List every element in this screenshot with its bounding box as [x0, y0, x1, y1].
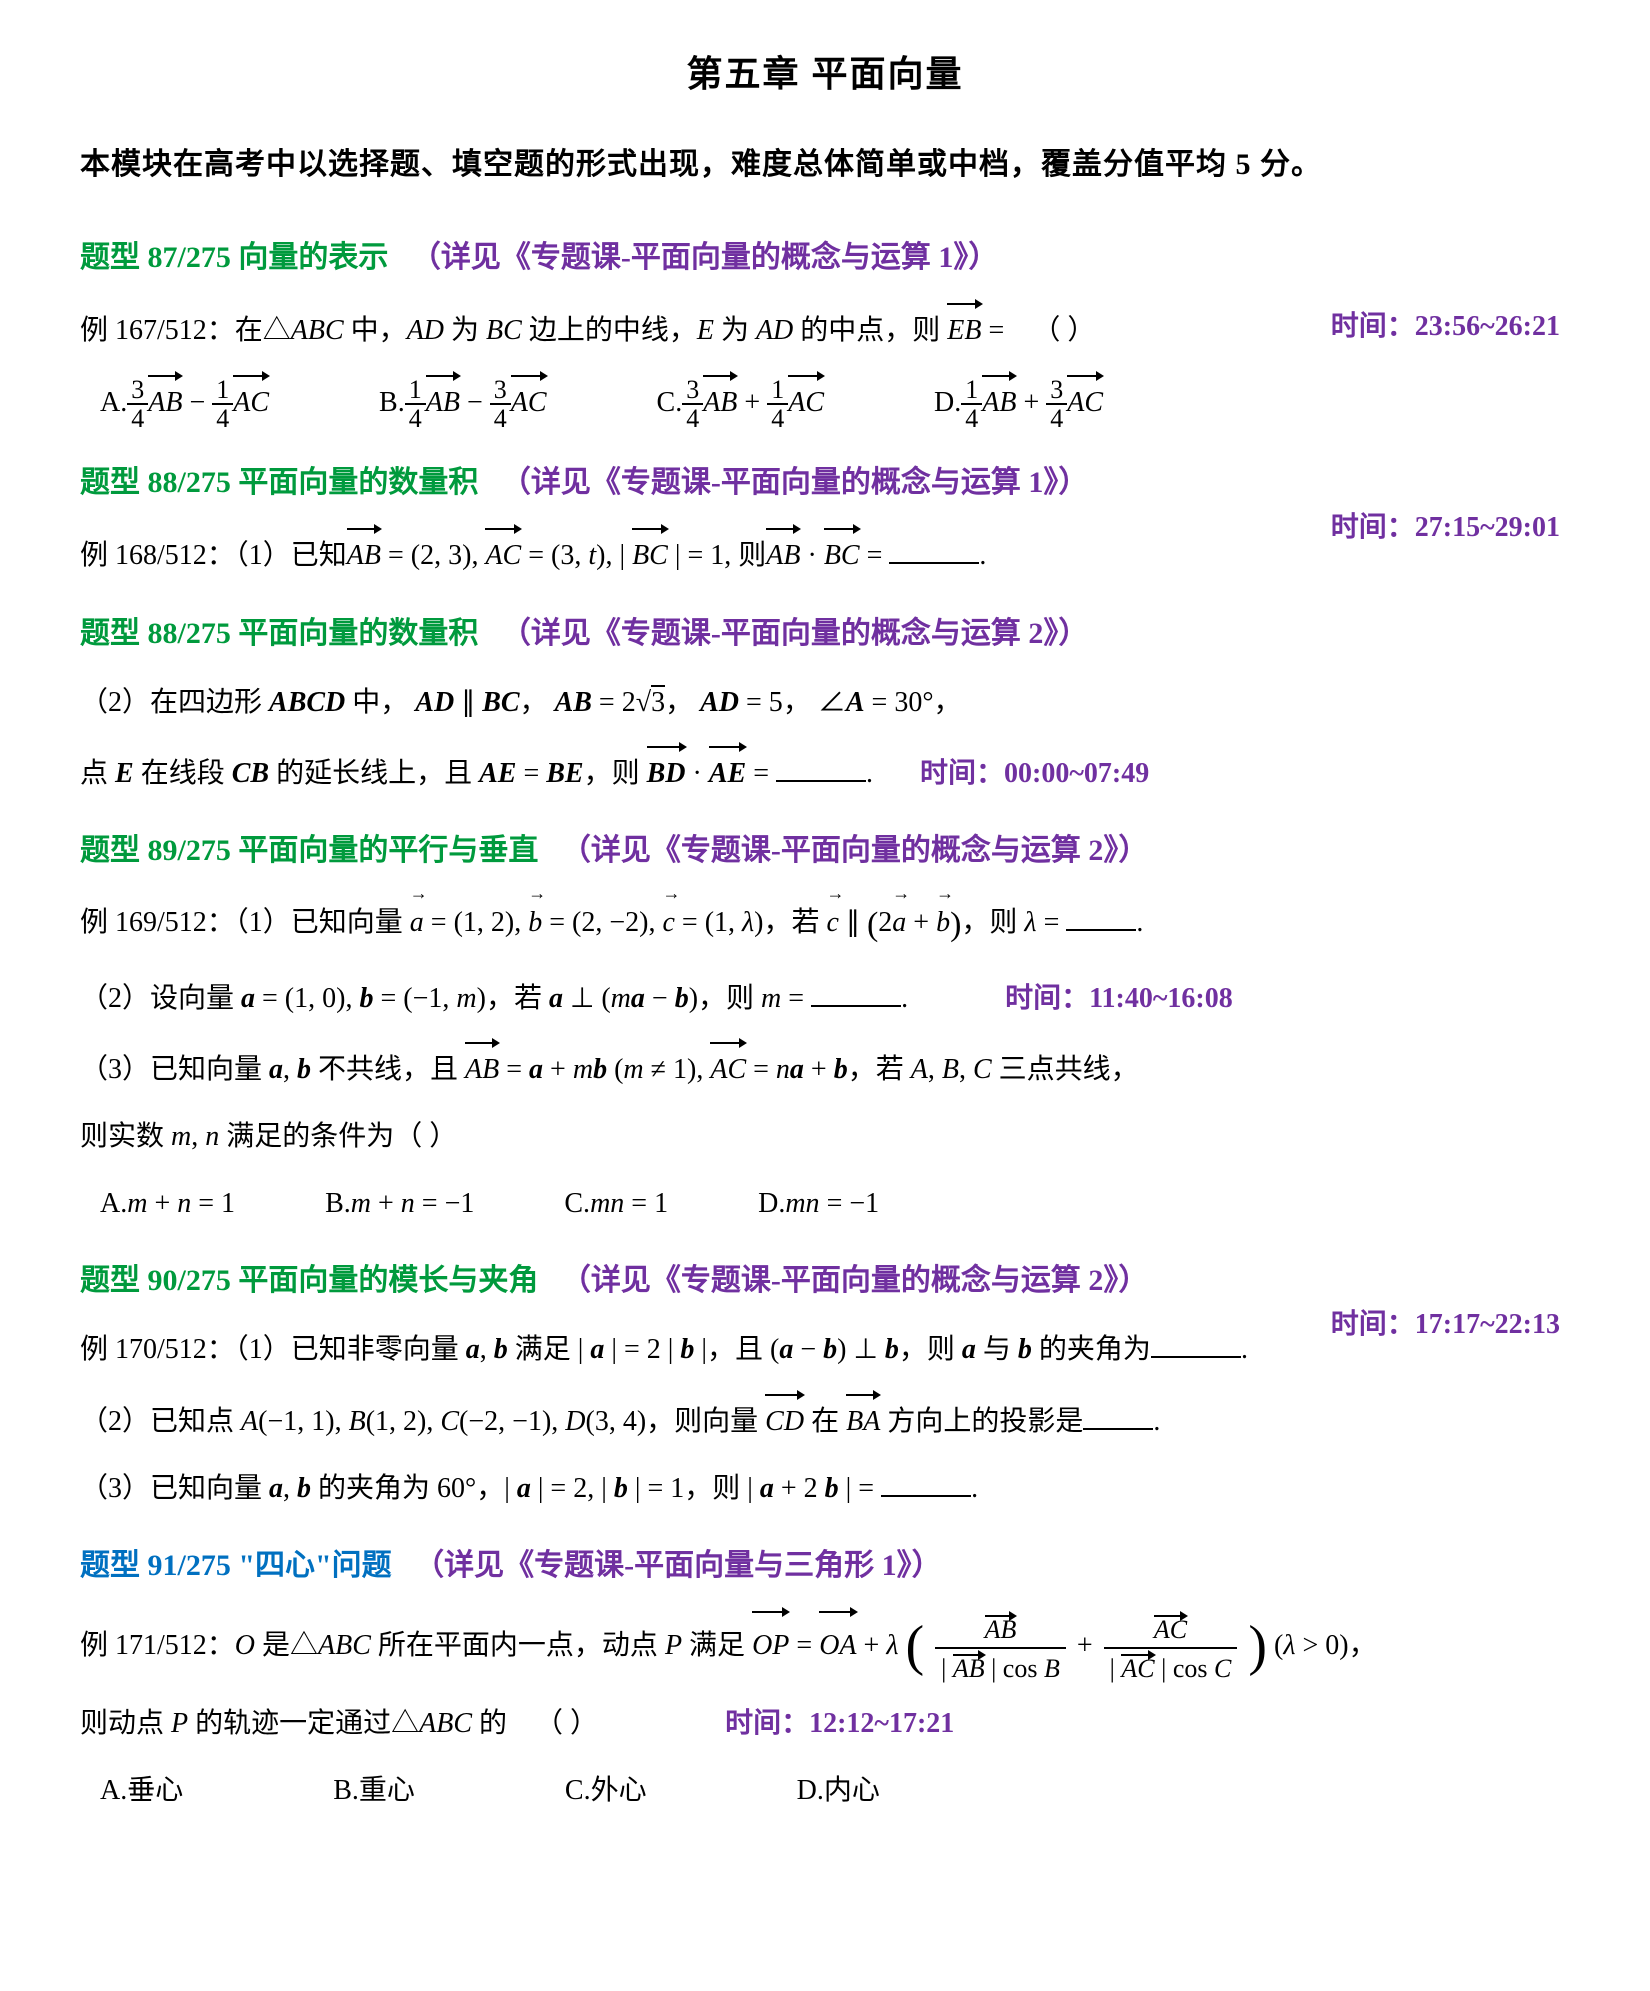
section-ref: （详见《专题课-平面向量的概念与运算 1》） — [411, 241, 999, 274]
example-169-3: （3）已知向量 a, b 不共线，且 AB = a + mb (m ≠ 1), … — [80, 1039, 1570, 1096]
option-b: B.14AB − 34AC — [379, 372, 546, 433]
example-167-options: A.34AB − 14AC B.14AB − 34AC C.34AB + 14A… — [100, 372, 1570, 433]
example-169-options: A.m + n = 1 B.m + n = −1 C.mn = 1 D.mn =… — [100, 1177, 1570, 1230]
option-a: A.垂心 — [100, 1764, 183, 1817]
problem-88-2-line2: 点 E 在线段 CB 的延长线上，且 AE = BE，则 BD · AE = .… — [80, 743, 1570, 800]
time-label: 时间：11:40~16:08 — [1005, 983, 1233, 1014]
blank — [1066, 904, 1136, 931]
example-171b: 则动点 P 的轨迹一定通过△ABC 的 （ ） 时间：12:12~17:21 — [80, 1697, 1570, 1750]
option-a: A.34AB − 14AC — [100, 372, 269, 433]
blank — [889, 537, 979, 564]
section-title: 向量的表示 — [231, 241, 389, 274]
option-d: D.mn = −1 — [758, 1177, 879, 1230]
time-label: 时间：12:12~17:21 — [725, 1708, 954, 1739]
blank — [1151, 1331, 1241, 1358]
example-169-3b: 则实数 m, n 满足的条件为（ ） — [80, 1110, 1570, 1163]
section-88b-header: 题型 88/275 平面向量的数量积 （详见《专题课-平面向量的概念与运算 2》… — [80, 605, 1570, 662]
example-171: 例 171/512：O 是△ABC 所在平面内一点，动点 P 满足 OP = O… — [80, 1608, 1570, 1683]
option-d: D.14AB + 34AC — [934, 372, 1103, 433]
example-170-1: 例 170/512：（1）已知非零向量 a, b 满足 | a | = 2 | … — [80, 1323, 1570, 1376]
ex-label: 例 167/512：在△ — [80, 315, 291, 346]
option-c: C.mn = 1 — [564, 1177, 668, 1230]
chapter-intro: 本模块在高考中以选择题、填空题的形式出现，难度总体简单或中档，覆盖分值平均 5 … — [80, 136, 1570, 193]
blank-paren: （ ） — [1032, 315, 1095, 346]
option-d: D.内心 — [797, 1764, 880, 1817]
example-168: 例 168/512：（1）已知AB = (2, 3), AC = (3, t),… — [80, 525, 1570, 582]
section-num: 题型 87/275 — [80, 241, 231, 274]
example-170-3: （3）已知向量 a, b 的夹角为 60°，| a | = 2, | b | =… — [80, 1462, 1570, 1515]
blank — [881, 1470, 971, 1497]
blank — [1083, 1402, 1153, 1429]
blank — [811, 979, 901, 1006]
chapter-title: 第五章 平面向量 — [80, 40, 1570, 108]
example-167: 例 167/512：在△ABC 中，AD 为 BC 边上的中线，E 为 AD 的… — [80, 300, 1570, 357]
example-170-2: （2）已知点 A(−1, 1), B(1, 2), C(−2, −1), D(3… — [80, 1391, 1570, 1448]
time-label: 时间：23:56~26:21 — [1331, 300, 1560, 353]
section-89-header: 题型 89/275 平面向量的平行与垂直 （详见《专题课-平面向量的概念与运算 … — [80, 822, 1570, 879]
option-b: B.重心 — [333, 1764, 415, 1817]
blank — [776, 755, 866, 782]
problem-88-2-line1: （2）在四边形 ABCD 中， AD ∥ BC， AB = 2√3， AD = … — [80, 676, 1570, 729]
section-91-header: 题型 91/275 "四心"问题 （详见《专题课-平面向量与三角形 1》） — [80, 1537, 1570, 1594]
option-c: C.34AB + 14AC — [657, 372, 824, 433]
option-b: B.m + n = −1 — [325, 1177, 474, 1230]
example-171-options: A.垂心 B.重心 C.外心 D.内心 — [100, 1764, 1570, 1817]
option-c: C.外心 — [565, 1764, 647, 1817]
time-label: 时间：00:00~07:49 — [920, 758, 1149, 789]
option-a: A.m + n = 1 — [100, 1177, 235, 1230]
section-90-header: 题型 90/275 平面向量的模长与夹角 （详见《专题课-平面向量的概念与运算 … — [80, 1252, 1570, 1309]
example-169-2: （2）设向量 a = (1, 0), b = (−1, m)，若 a ⊥ (ma… — [80, 972, 1570, 1025]
section-87-header: 题型 87/275 向量的表示 （详见《专题课-平面向量的概念与运算 1》） — [80, 229, 1570, 286]
example-169-1: 例 169/512：（1）已知向量 a = (1, 2), b = (2, −2… — [80, 893, 1570, 958]
time-label: 时间：27:15~29:01 — [1331, 501, 1560, 554]
